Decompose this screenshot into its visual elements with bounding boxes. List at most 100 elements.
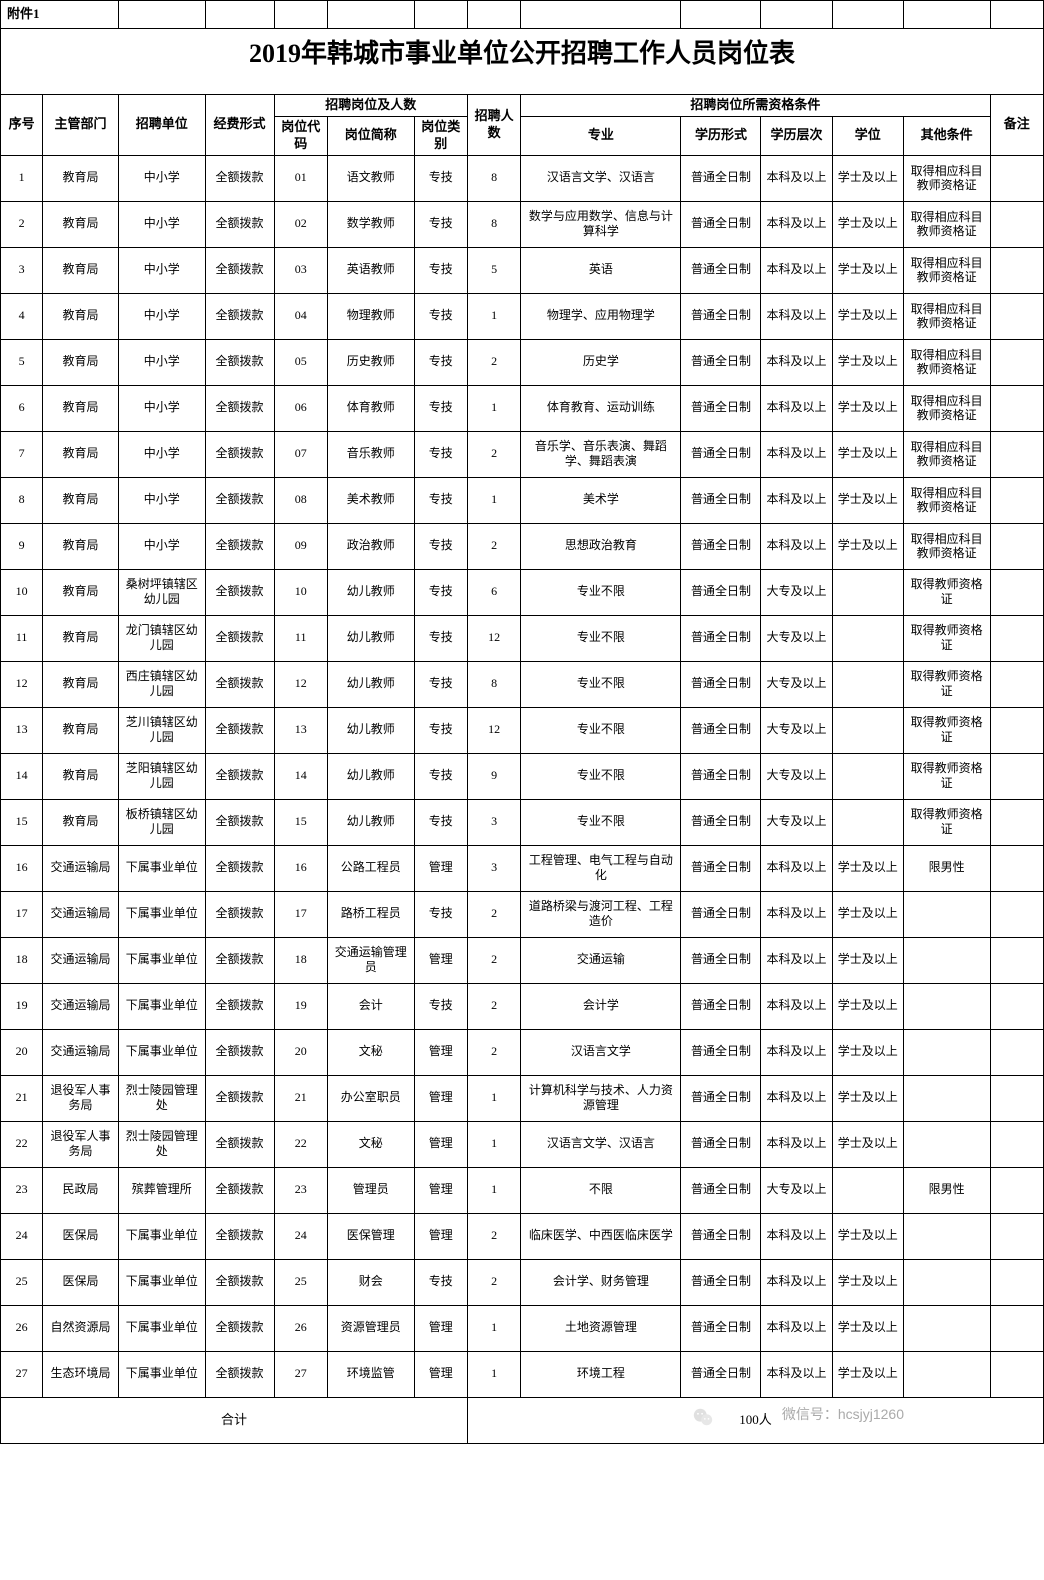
cell-remark: [990, 753, 1043, 799]
cell-unit: 烈士陵园管理处: [118, 1075, 205, 1121]
cell-major: 道路桥梁与渡河工程、工程造价: [521, 891, 681, 937]
cell-seq: 9: [1, 523, 43, 569]
cell-seq: 27: [1, 1351, 43, 1397]
cell-degree: 学士及以上: [832, 477, 903, 523]
cell-major: 思想政治教育: [521, 523, 681, 569]
cell-unit: 烈士陵园管理处: [118, 1121, 205, 1167]
cell-dept: 教育局: [43, 201, 119, 247]
cell-degree: [832, 799, 903, 845]
cell-edu-level: 本科及以上: [761, 1029, 832, 1075]
cell-degree: [832, 661, 903, 707]
cell-remark: [990, 569, 1043, 615]
footer-row: 合计 100人: [1, 1397, 1044, 1443]
cell-major: 美术学: [521, 477, 681, 523]
cell-fund: 全额拨款: [205, 385, 274, 431]
cell-unit: 中小学: [118, 523, 205, 569]
cell-fund: 全额拨款: [205, 1121, 274, 1167]
table-row: 27生态环境局下属事业单位全额拨款27环境监管管理1环境工程普通全日制本科及以上…: [1, 1351, 1044, 1397]
cell-remark: [990, 1167, 1043, 1213]
cell-edu-form: 普通全日制: [681, 661, 761, 707]
cell-edu-level: 本科及以上: [761, 247, 832, 293]
cell-major: 汉语言文学、汉语言: [521, 1121, 681, 1167]
cell-type: 管理: [414, 1305, 467, 1351]
cell-unit: 龙门镇辖区幼儿园: [118, 615, 205, 661]
cell-type: 管理: [414, 1351, 467, 1397]
table-row: 13教育局芝川镇辖区幼儿园全额拨款13幼儿教师专技12专业不限普通全日制大专及以…: [1, 707, 1044, 753]
cell-edu-form: 普通全日制: [681, 753, 761, 799]
cell-degree: [832, 1167, 903, 1213]
cell-unit: 下属事业单位: [118, 983, 205, 1029]
cell-name: 音乐教师: [327, 431, 414, 477]
cell-dept: 教育局: [43, 753, 119, 799]
cell-name: 语文教师: [327, 155, 414, 201]
cell-unit: 下属事业单位: [118, 1213, 205, 1259]
table-row: 19交通运输局下属事业单位全额拨款19会计专技2会计学普通全日制本科及以上学士及…: [1, 983, 1044, 1029]
cell-other: 取得教师资格证: [903, 753, 990, 799]
cell-code: 22: [274, 1121, 327, 1167]
cell-name: 交通运输管理员: [327, 937, 414, 983]
cell-edu-form: 普通全日制: [681, 1213, 761, 1259]
cell-seq: 1: [1, 155, 43, 201]
cell-type: 管理: [414, 1075, 467, 1121]
cell-fund: 全额拨款: [205, 937, 274, 983]
table-row: 24医保局下属事业单位全额拨款24医保管理管理2临床医学、中西医临床医学普通全日…: [1, 1213, 1044, 1259]
cell-name: 财会: [327, 1259, 414, 1305]
cell-degree: 学士及以上: [832, 845, 903, 891]
cell-dept: 教育局: [43, 339, 119, 385]
cell-edu-level: 本科及以上: [761, 1351, 832, 1397]
cell-other: 取得相应科目教师资格证: [903, 523, 990, 569]
table-row: 9教育局中小学全额拨款09政治教师专技2思想政治教育普通全日制本科及以上学士及以…: [1, 523, 1044, 569]
cell-remark: [990, 431, 1043, 477]
cell-dept: 退役军人事务局: [43, 1121, 119, 1167]
cell-name: 幼儿教师: [327, 615, 414, 661]
cell-code: 20: [274, 1029, 327, 1075]
cell-count: 1: [467, 477, 520, 523]
cell-remark: [990, 937, 1043, 983]
cell-fund: 全额拨款: [205, 523, 274, 569]
cell-edu-form: 普通全日制: [681, 385, 761, 431]
cell-count: 1: [467, 1305, 520, 1351]
cell-dept: 交通运输局: [43, 1029, 119, 1075]
cell-edu-form: 普通全日制: [681, 1351, 761, 1397]
attachment-row: 附件1: [1, 1, 1044, 29]
cell-major: 汉语言文学: [521, 1029, 681, 1075]
col-seq: 序号: [1, 95, 43, 156]
cell-name: 管理员: [327, 1167, 414, 1213]
cell-unit: 中小学: [118, 477, 205, 523]
cell-name: 物理教师: [327, 293, 414, 339]
cell-dept: 教育局: [43, 155, 119, 201]
cell-edu-level: 本科及以上: [761, 845, 832, 891]
cell-degree: 学士及以上: [832, 431, 903, 477]
table-row: 14教育局芝阳镇辖区幼儿园全额拨款14幼儿教师专技9专业不限普通全日制大专及以上…: [1, 753, 1044, 799]
col-degree: 学位: [832, 116, 903, 155]
cell-name: 数学教师: [327, 201, 414, 247]
cell-edu-form: 普通全日制: [681, 615, 761, 661]
cell-other: 取得教师资格证: [903, 661, 990, 707]
col-pos-code: 岗位代码: [274, 116, 327, 155]
cell-degree: 学士及以上: [832, 1305, 903, 1351]
cell-name: 路桥工程员: [327, 891, 414, 937]
cell-major: 计算机科学与技术、人力资源管理: [521, 1075, 681, 1121]
cell-seq: 14: [1, 753, 43, 799]
cell-edu-level: 本科及以上: [761, 1305, 832, 1351]
cell-degree: 学士及以上: [832, 1121, 903, 1167]
cell-degree: [832, 615, 903, 661]
cell-edu-form: 普通全日制: [681, 247, 761, 293]
cell-edu-form: 普通全日制: [681, 707, 761, 753]
cell-edu-form: 普通全日制: [681, 1075, 761, 1121]
cell-seq: 2: [1, 201, 43, 247]
table-row: 18交通运输局下属事业单位全额拨款18交通运输管理员管理2交通运输普通全日制本科…: [1, 937, 1044, 983]
cell-fund: 全额拨款: [205, 1351, 274, 1397]
cell-count: 2: [467, 891, 520, 937]
cell-type: 专技: [414, 293, 467, 339]
cell-unit: 西庄镇辖区幼儿园: [118, 661, 205, 707]
cell-degree: 学士及以上: [832, 201, 903, 247]
cell-degree: 学士及以上: [832, 1029, 903, 1075]
table-row: 5教育局中小学全额拨款05历史教师专技2历史学普通全日制本科及以上学士及以上取得…: [1, 339, 1044, 385]
cell-type: 专技: [414, 753, 467, 799]
cell-degree: 学士及以上: [832, 385, 903, 431]
cell-code: 19: [274, 983, 327, 1029]
page-title: 2019年韩城市事业单位公开招聘工作人员岗位表: [1, 29, 1044, 79]
cell-other: [903, 1029, 990, 1075]
cell-seq: 8: [1, 477, 43, 523]
